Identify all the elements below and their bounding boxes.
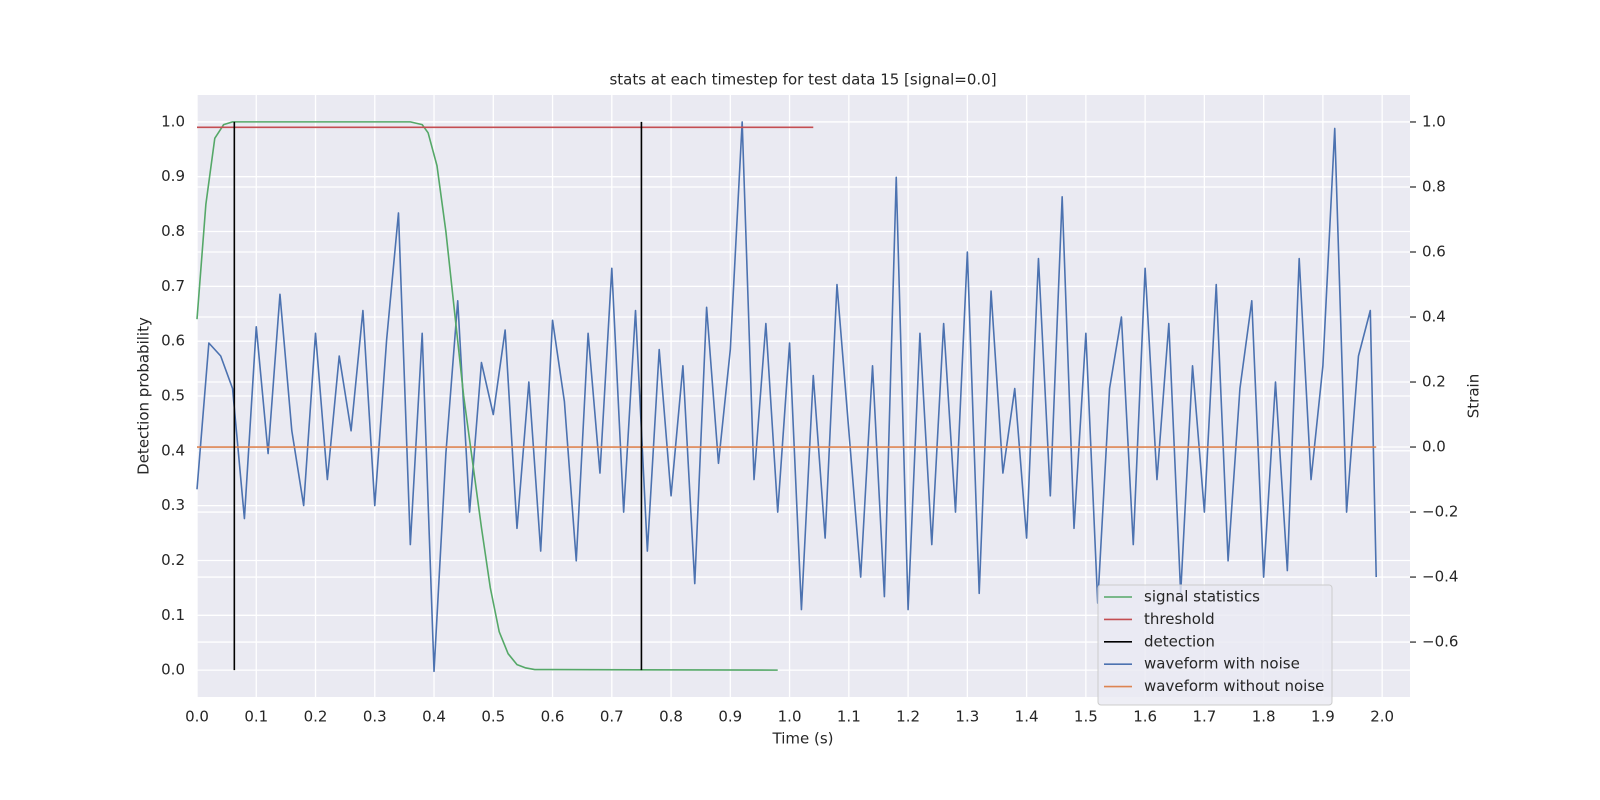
x-axis-label: Time (s) bbox=[772, 730, 834, 748]
legend-box bbox=[1097, 584, 1333, 706]
legend-label: signal statistics bbox=[1144, 588, 1260, 606]
x-tick-label: 1.4 bbox=[1015, 708, 1039, 726]
x-tick-label: 0.2 bbox=[304, 708, 328, 726]
y-tick-label: 0.3 bbox=[161, 496, 185, 514]
chart-title: stats at each timestep for test data 15 … bbox=[609, 71, 996, 89]
y2-tick-label: 0.8 bbox=[1422, 177, 1446, 195]
series-line bbox=[196, 121, 1378, 673]
y2-tick-label: 0.6 bbox=[1422, 243, 1446, 261]
x-tick-label: 0.4 bbox=[422, 708, 446, 726]
y-tick-label: 0.4 bbox=[161, 441, 185, 459]
legend-label: threshold bbox=[1144, 610, 1215, 628]
y-tick-label: 0.8 bbox=[161, 222, 185, 240]
x-tick-label: 0.0 bbox=[185, 708, 209, 726]
x-tick-label: 0.9 bbox=[718, 708, 742, 726]
y2-axis-label: Strain bbox=[1465, 374, 1483, 418]
y-tick-label: 0.6 bbox=[161, 332, 185, 350]
y2-tick-label: −0.4 bbox=[1422, 568, 1458, 586]
legend-label: detection bbox=[1144, 632, 1215, 650]
x-tick-label: 1.0 bbox=[778, 708, 802, 726]
y-tick-label: 1.0 bbox=[161, 112, 185, 130]
y-tick-label: 0.9 bbox=[161, 167, 185, 185]
y-tick-label: 0.0 bbox=[161, 661, 185, 679]
x-tick-label: 1.7 bbox=[1192, 708, 1216, 726]
x-tick-label: 1.3 bbox=[955, 708, 979, 726]
y2-tick-label: −0.2 bbox=[1422, 503, 1458, 521]
y2-tick-label: 0.0 bbox=[1422, 438, 1446, 456]
x-tick-label: 0.7 bbox=[600, 708, 624, 726]
x-tick-label: 0.5 bbox=[481, 708, 505, 726]
y2-tick-label: 1.0 bbox=[1422, 112, 1446, 130]
y-axis-label: Detection probability bbox=[135, 317, 153, 475]
x-tick-label: 0.8 bbox=[659, 708, 683, 726]
x-tick-label: 1.5 bbox=[1074, 708, 1098, 726]
x-tick-label: 1.9 bbox=[1311, 708, 1335, 726]
x-tick-label: 1.8 bbox=[1252, 708, 1276, 726]
y2-tick-label: −0.6 bbox=[1422, 633, 1458, 651]
series-line bbox=[196, 121, 778, 671]
x-tick-label: 1.6 bbox=[1133, 708, 1157, 726]
y2-tick-label: 0.4 bbox=[1422, 308, 1446, 326]
y-tick-label: 0.2 bbox=[161, 551, 185, 569]
legend: signal statistics threshold detection wavef… bbox=[1097, 584, 1333, 706]
y2-tick-label: 0.2 bbox=[1422, 373, 1446, 391]
y-tick-label: 0.7 bbox=[161, 277, 185, 295]
marks bbox=[196, 121, 1378, 673]
x-tick-label: 0.6 bbox=[541, 708, 565, 726]
y-tick-label: 0.1 bbox=[161, 606, 185, 624]
legend-label: waveform with noise bbox=[1144, 655, 1300, 673]
y-tick-label: 0.5 bbox=[161, 387, 185, 405]
x-tick-label: 1.1 bbox=[837, 708, 861, 726]
series-line bbox=[233, 121, 643, 671]
x-tick-label: 0.1 bbox=[244, 708, 268, 726]
x-tick-label: 1.2 bbox=[896, 708, 920, 726]
x-tick-label: 2.0 bbox=[1370, 708, 1394, 726]
x-tick-label: 0.3 bbox=[363, 708, 387, 726]
legend-label: waveform without noise bbox=[1144, 677, 1324, 695]
